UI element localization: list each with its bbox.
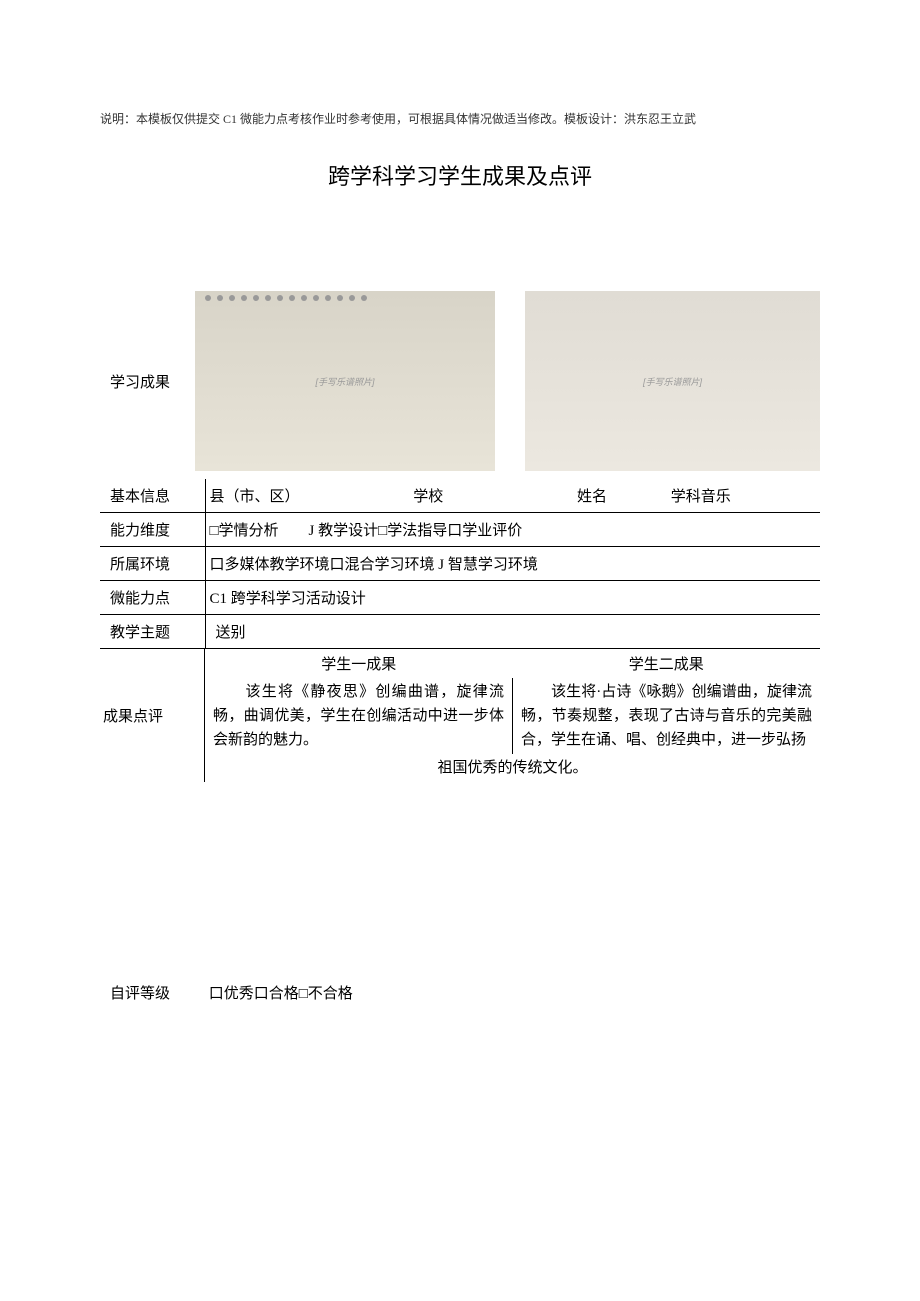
student-work-image-1: [手写乐谱照片] xyxy=(195,291,495,471)
micro-ability-label: 微能力点 xyxy=(100,581,205,615)
learning-result-label: 学习成果 xyxy=(100,371,195,392)
teaching-theme-row: 教学主题 送别 xyxy=(100,615,820,649)
result-images-container: [手写乐谱照片] [手写乐谱照片] xyxy=(195,291,820,471)
header-note: 说明：本模板仅供提交 C1 微能力点考核作业时参考使用，可根据具体情况做适当修改… xyxy=(100,110,820,129)
info-table: 基本信息 县（市、区） 学校 姓名 学科音乐 能力维度 □学情分析 J 教学设计… xyxy=(100,479,820,649)
learning-result-row: 学习成果 [手写乐谱照片] [手写乐谱照片] xyxy=(100,291,820,471)
basic-info-row: 基本信息 县（市、区） 学校 姓名 学科音乐 xyxy=(100,479,820,513)
evaluation-content: 学生一成果 学生二成果 该生将《静夜思》创编曲谱，旋律流畅，曲调优美，学生在创编… xyxy=(205,649,820,782)
environment-row: 所属环境 口多媒体教学环境口混合学习环境 J 智慧学习环境 xyxy=(100,547,820,581)
student1-evaluation: 该生将《静夜思》创编曲谱，旋律流畅，曲调优美，学生在创编活动中进一步体会新韵的魅… xyxy=(205,678,512,754)
environment-label: 所属环境 xyxy=(100,547,205,581)
image-hint-1: [手写乐谱照片] xyxy=(315,375,374,388)
student-work-image-2: [手写乐谱照片] xyxy=(525,291,820,471)
ability-content: □学情分析 J 教学设计□学法指导口学业评价 xyxy=(205,513,820,547)
teaching-theme-label: 教学主题 xyxy=(100,615,205,649)
self-eval-label: 自评等级 xyxy=(110,982,205,1003)
image-hint-2: [手写乐谱照片] xyxy=(643,375,702,388)
self-eval-options: 口优秀口合格□不合格 xyxy=(209,986,353,1002)
school-field: 学校 xyxy=(303,485,453,506)
student1-header: 学生一成果 xyxy=(205,649,513,678)
basic-info-label: 基本信息 xyxy=(100,479,205,513)
micro-ability-content: C1 跨学科学习活动设计 xyxy=(205,581,820,615)
micro-ability-row: 微能力点 C1 跨学科学习活动设计 xyxy=(100,581,820,615)
subject-field: 学科音乐 xyxy=(611,485,731,506)
ability-row: 能力维度 □学情分析 J 教学设计□学法指导口学业评价 xyxy=(100,513,820,547)
page-title: 跨学科学习学生成果及点评 xyxy=(100,159,820,191)
evaluation-section: 成果点评 学生一成果 学生二成果 该生将《静夜思》创编曲谱，旋律流畅，曲调优美，… xyxy=(100,649,820,782)
environment-content: 口多媒体教学环境口混合学习环境 J 智慧学习环境 xyxy=(205,547,820,581)
name-field: 姓名 xyxy=(457,485,607,506)
ability-label: 能力维度 xyxy=(100,513,205,547)
student2-header: 学生二成果 xyxy=(513,649,821,678)
basic-info-content: 县（市、区） 学校 姓名 学科音乐 xyxy=(205,479,820,513)
evaluation-footer: 祖国优秀的传统文化。 xyxy=(205,754,820,782)
county-field: 县（市、区） xyxy=(210,489,300,505)
self-evaluation-row: 自评等级 口优秀口合格□不合格 xyxy=(100,982,820,1003)
evaluation-label: 成果点评 xyxy=(100,649,205,782)
teaching-theme-content: 送别 xyxy=(205,615,820,649)
student2-evaluation: 该生将·占诗《咏鹅》创编谱曲，旋律流畅，节奏规整，表现了古诗与音乐的完美融合，学… xyxy=(512,678,820,754)
